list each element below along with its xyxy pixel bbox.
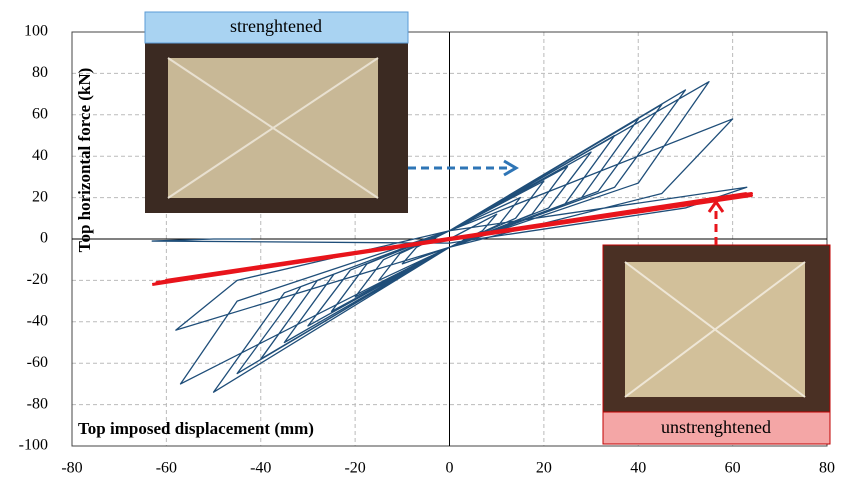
y-tick-label: -80 [27, 395, 48, 412]
x-tick-label: 0 [446, 460, 454, 477]
x-tick-label: -40 [250, 460, 271, 477]
photo-label: unstrenghtened [661, 417, 771, 437]
x-axis-title: Top imposed displacement (mm) [78, 419, 314, 438]
y-tick-label: 20 [32, 188, 48, 205]
x-tick-label: -60 [156, 460, 177, 477]
photo-label: strenghtened [230, 16, 322, 36]
y-tick-label: 0 [40, 230, 48, 247]
x-tick-label: 40 [630, 460, 646, 477]
plot [151, 81, 753, 393]
grid: -80 -60 -40 -20 0 20 40 60 80 -100 -80 -60 -40 -20 0 20… [19, 23, 835, 477]
y-tick-label: -100 [19, 437, 48, 454]
y-tick-label: 40 [32, 147, 48, 164]
x-tick-label: 80 [819, 460, 835, 477]
x-tick-label: 60 [725, 460, 741, 477]
y-tick-label: 80 [32, 64, 48, 81]
y-tick-label: -40 [27, 312, 48, 329]
photo-unstrengthened: unstrenghtened [602, 244, 831, 445]
series-line [151, 81, 748, 393]
y-axis-title: Top horizontal force (kN) [75, 68, 94, 253]
photo-strengthened: strenghtened [144, 11, 409, 213]
series-line [151, 191, 753, 287]
x-tick-label: 20 [536, 460, 552, 477]
y-tick-label: -60 [27, 354, 48, 371]
arrows [408, 159, 725, 245]
x-tick-label: -80 [61, 460, 82, 477]
x-tick-label: -20 [344, 460, 365, 477]
y-tick-label: 100 [24, 23, 48, 40]
y-tick-label: -20 [27, 271, 48, 288]
y-tick-label: 60 [32, 105, 48, 122]
